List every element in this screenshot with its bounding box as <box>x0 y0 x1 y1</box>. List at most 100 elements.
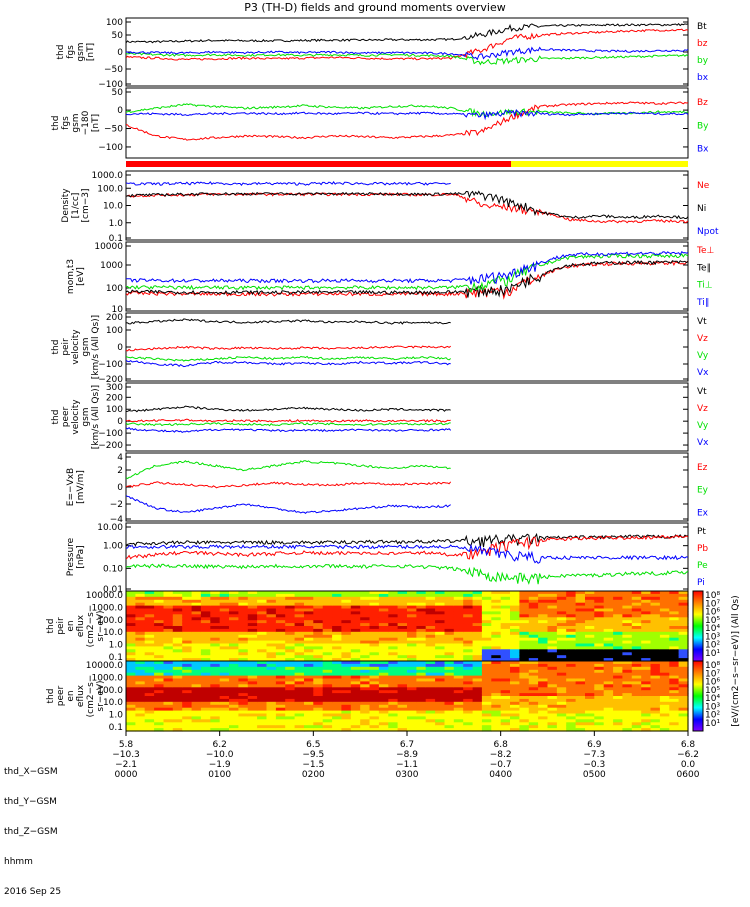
cell-peer_spectrogram <box>247 687 258 691</box>
cell-peir_spectrogram <box>481 602 492 607</box>
cell-peir_spectrogram <box>154 602 165 607</box>
cell-peer_spectrogram <box>144 722 155 726</box>
cell-peir_spectrogram <box>510 602 520 607</box>
cell-peir_spectrogram <box>154 649 165 653</box>
cell-peer_spectrogram <box>425 725 436 729</box>
cell-peer_spectrogram <box>594 728 605 732</box>
cell-peir_spectrogram <box>650 637 661 642</box>
cell-peer_spectrogram <box>126 684 136 688</box>
cell-peer_spectrogram <box>257 678 268 682</box>
cell-peer_spectrogram <box>669 672 680 677</box>
cell-peer_spectrogram <box>313 675 324 680</box>
cell-peir_spectrogram <box>200 652 211 656</box>
cell-peir_spectrogram <box>407 614 417 618</box>
cell-peir_spectrogram <box>378 637 389 642</box>
cell-peer_spectrogram <box>388 669 399 674</box>
cell-peer_spectrogram <box>135 687 146 691</box>
cell-peir_spectrogram <box>650 593 661 598</box>
cell-peir_spectrogram <box>481 655 492 659</box>
cell-peer_spectrogram <box>322 672 333 677</box>
series-efield-Ex <box>126 495 451 514</box>
cell-peer_spectrogram <box>285 663 296 668</box>
cell-peer_spectrogram <box>519 666 530 671</box>
cell-peer_spectrogram <box>294 678 305 682</box>
cell-peir_spectrogram <box>407 591 417 595</box>
cell-peir_spectrogram <box>613 602 624 607</box>
cell-peer_spectrogram <box>603 661 614 665</box>
cell-peer_spectrogram <box>369 666 380 671</box>
cell-peer_spectrogram <box>285 684 296 688</box>
cell-peer_spectrogram <box>247 681 258 685</box>
cell-peir_spectrogram <box>304 605 314 610</box>
cell-peir_spectrogram <box>547 614 558 618</box>
cell-peer_spectrogram <box>378 693 389 697</box>
cell-peir_spectrogram <box>510 652 520 656</box>
xrow-label-x: thd_X−GSM <box>4 767 58 777</box>
cell-peir_spectrogram <box>519 649 530 653</box>
cell-peer_spectrogram <box>510 728 520 732</box>
cell-peer_spectrogram <box>463 722 474 726</box>
cell-peir_spectrogram <box>659 623 670 627</box>
ytick-label-peer_velocity-4: −100 <box>98 429 123 439</box>
cell-peer_spectrogram <box>126 669 136 674</box>
cell-peir_spectrogram <box>163 605 174 610</box>
cell-peer_spectrogram <box>257 661 268 665</box>
cell-peer_spectrogram <box>491 722 502 726</box>
cell-peer_spectrogram <box>585 678 595 682</box>
cell-peir_spectrogram <box>556 631 567 636</box>
cell-peir_spectrogram <box>369 623 380 627</box>
cell-peer_spectrogram <box>266 698 277 703</box>
cell-peir_spectrogram <box>659 602 670 607</box>
cell-peer_spectrogram <box>210 710 221 715</box>
colorbar-tick-peer_spectrogram-1: 10⁷ <box>705 669 720 679</box>
cell-peir_spectrogram <box>538 631 549 636</box>
colorbar-tick-peer_spectrogram-6: 10² <box>705 711 720 721</box>
cell-peer_spectrogram <box>360 678 371 682</box>
cell-peir_spectrogram <box>313 605 324 610</box>
cell-peir_spectrogram <box>126 626 136 630</box>
cell-peer_spectrogram <box>144 696 155 700</box>
cell-peer_spectrogram <box>435 728 446 732</box>
cell-peer_spectrogram <box>397 725 408 729</box>
cell-peir_spectrogram <box>585 643 595 647</box>
cell-peir_spectrogram <box>472 637 483 642</box>
cell-peir_spectrogram <box>369 634 380 639</box>
cell-peir_spectrogram <box>641 605 652 610</box>
cell-peir_spectrogram <box>491 658 502 662</box>
cell-peer_spectrogram <box>650 704 661 709</box>
cell-peer_spectrogram <box>369 707 380 712</box>
cell-peir_spectrogram <box>425 652 436 656</box>
cell-peer_spectrogram <box>435 716 446 720</box>
cell-peir_spectrogram <box>219 602 230 607</box>
cell-peir_spectrogram <box>659 611 670 615</box>
cell-peer_spectrogram <box>463 687 474 691</box>
cell-peer_spectrogram <box>210 719 221 723</box>
cell-peir_spectrogram <box>210 593 221 598</box>
cell-peir_spectrogram <box>266 620 277 624</box>
cell-peer_spectrogram <box>360 669 371 674</box>
cell-peer_spectrogram <box>481 672 492 677</box>
cell-peer_spectrogram <box>631 690 642 694</box>
ylabel-peir_velocity: thdpeirvelocitygsm[km/s (All Qs)] <box>51 315 101 379</box>
cell-peir_spectrogram <box>613 614 624 618</box>
cell-peir_spectrogram <box>341 628 352 633</box>
cell-peer_spectrogram <box>294 663 305 668</box>
cell-peir_spectrogram <box>510 611 520 615</box>
cell-peer_spectrogram <box>388 681 399 685</box>
cell-peer_spectrogram <box>332 701 343 706</box>
cell-peir_spectrogram <box>378 626 389 630</box>
cell-peer_spectrogram <box>425 675 436 680</box>
cell-peir_spectrogram <box>407 631 417 636</box>
cell-peir_spectrogram <box>472 617 483 621</box>
cell-peir_spectrogram <box>453 649 464 653</box>
cell-peer_spectrogram <box>229 666 239 671</box>
cell-peer_spectrogram <box>519 675 530 680</box>
cell-peer_spectrogram <box>650 684 661 688</box>
cell-peer_spectrogram <box>538 666 549 671</box>
cell-peer_spectrogram <box>154 672 165 677</box>
cell-peer_spectrogram <box>378 669 389 674</box>
cell-peir_spectrogram <box>453 620 464 624</box>
cell-peir_spectrogram <box>669 605 680 610</box>
cell-peir_spectrogram <box>182 614 193 618</box>
cell-peir_spectrogram <box>275 596 286 601</box>
